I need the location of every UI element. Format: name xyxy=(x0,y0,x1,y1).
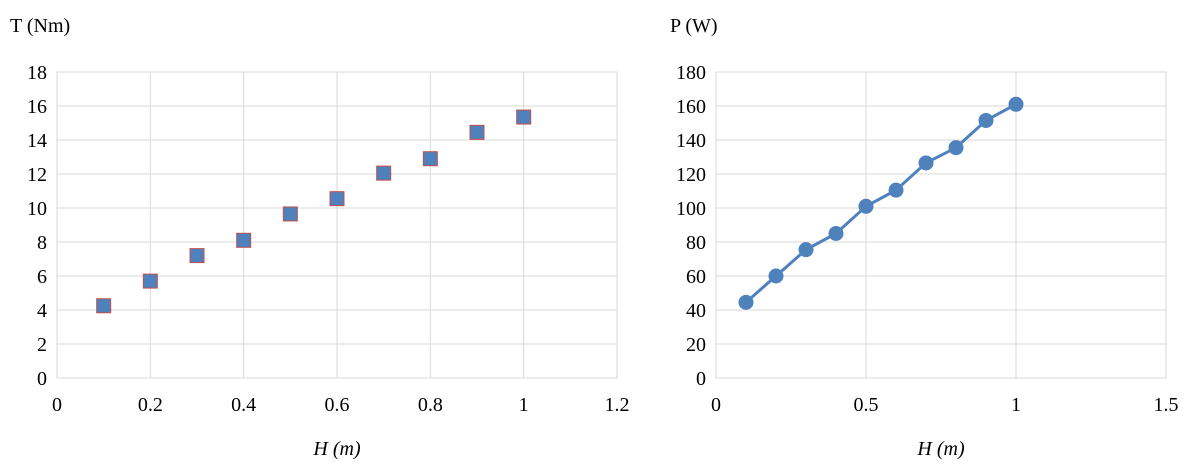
y-tick-label: 60 xyxy=(686,266,706,288)
power-chart: 0 20 40 60 80 100 120 140 160 180 0 0.5 1 1.5 P (W) H (… xyxy=(650,0,1190,462)
y-tick-label: 10 xyxy=(27,198,47,220)
y-tick-label: 0 xyxy=(696,368,706,390)
torque-chart: 0 2 4 6 8 10 12 14 16 18 0 0.2 0.4 0.6 0.8 1 1.2 T (Nm) H … xyxy=(10,15,630,460)
y-tick-label: 4 xyxy=(37,300,47,322)
y-tick-label: 80 xyxy=(686,232,706,254)
data-point-square xyxy=(96,298,112,314)
data-point-square xyxy=(469,124,485,140)
x-tick-label: 1.5 xyxy=(1154,394,1179,416)
data-point-square xyxy=(189,248,205,264)
x-tick-label: 0.2 xyxy=(138,394,163,416)
y-tick-label: 140 xyxy=(676,130,706,152)
y-tick-label: 40 xyxy=(686,300,706,322)
plot-area-border xyxy=(715,71,1167,379)
x-tick-label: 1 xyxy=(519,394,529,416)
data-point-square xyxy=(516,109,532,125)
x-tick-label: 0.6 xyxy=(325,394,350,416)
x-axis-label: H (m) xyxy=(312,438,361,460)
chart-title: P (W) xyxy=(670,15,718,37)
data-point-circle xyxy=(948,140,964,156)
data-point-circle xyxy=(978,112,994,128)
data-point-square xyxy=(376,165,392,181)
data-point-circle xyxy=(798,242,814,258)
y-tick-label: 12 xyxy=(27,164,47,186)
y-tick-label: 2 xyxy=(37,334,47,356)
x-tick-label: 0.4 xyxy=(231,394,256,416)
x-tick-label: 0 xyxy=(711,394,721,416)
torque-chart-svg: 0 2 4 6 8 10 12 14 16 18 0 0.2 0.4 0.6 0.8 1 1.2 T (Nm) H … xyxy=(10,15,630,460)
data-point-circle xyxy=(918,155,934,171)
y-tick-label: 0 xyxy=(37,368,47,390)
series-line xyxy=(745,102,1017,304)
data-point-circle xyxy=(888,182,904,198)
data-point-square xyxy=(282,206,298,222)
x-tick-label: 1 xyxy=(1011,394,1021,416)
x-tick-label: 0 xyxy=(52,394,62,416)
data-point-circle xyxy=(738,294,754,310)
data-point-square xyxy=(236,232,252,248)
y-tick-label: 16 xyxy=(27,96,47,118)
data-point-circle xyxy=(768,268,784,284)
y-tick-label: 180 xyxy=(676,62,706,84)
y-tick-label: 18 xyxy=(27,62,47,84)
chart-title: T (Nm) xyxy=(10,15,70,37)
x-tick-label: 1.2 xyxy=(605,394,630,416)
data-point-square xyxy=(422,151,438,167)
plot-area-border xyxy=(56,71,618,379)
y-tick-label: 20 xyxy=(686,334,706,356)
y-tick-label: 100 xyxy=(676,198,706,220)
data-point-circle xyxy=(858,198,874,214)
data-point-circle xyxy=(1008,96,1024,112)
y-tick-label: 14 xyxy=(27,130,47,152)
y-tick-label: 6 xyxy=(37,266,47,288)
x-tick-label: 0.5 xyxy=(854,394,879,416)
y-tick-label: 120 xyxy=(676,164,706,186)
data-point-square xyxy=(142,273,158,289)
data-point-square xyxy=(329,191,345,207)
x-tick-label: 0.8 xyxy=(418,394,443,416)
x-axis-label: H (m) xyxy=(916,438,965,460)
power-chart-svg: 0 20 40 60 80 100 120 140 160 180 0 0.5 1 1.5 P (W) H (… xyxy=(670,15,1179,460)
y-tick-label: 160 xyxy=(676,96,706,118)
y-tick-label: 8 xyxy=(37,232,47,254)
data-point-circle xyxy=(828,226,844,241)
